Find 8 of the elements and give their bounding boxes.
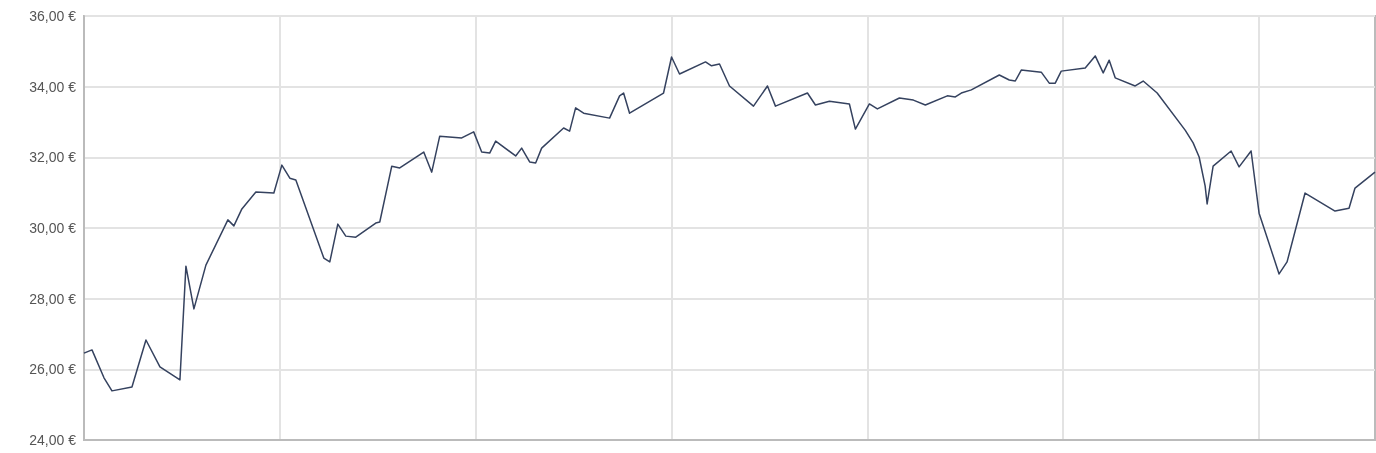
y-tick-label: 24,00 € — [29, 432, 77, 448]
line-series — [83, 55, 1376, 392]
y-tick-label: 30,00 € — [29, 220, 77, 236]
y-tick-label: 34,00 € — [29, 78, 77, 95]
y-tick-label: 26,00 € — [29, 361, 77, 378]
y-tick-label: 36,00 € — [29, 8, 77, 24]
y-tick-label: 32,00 € — [29, 149, 77, 166]
y-tick-label: 28,00 € — [29, 290, 77, 307]
